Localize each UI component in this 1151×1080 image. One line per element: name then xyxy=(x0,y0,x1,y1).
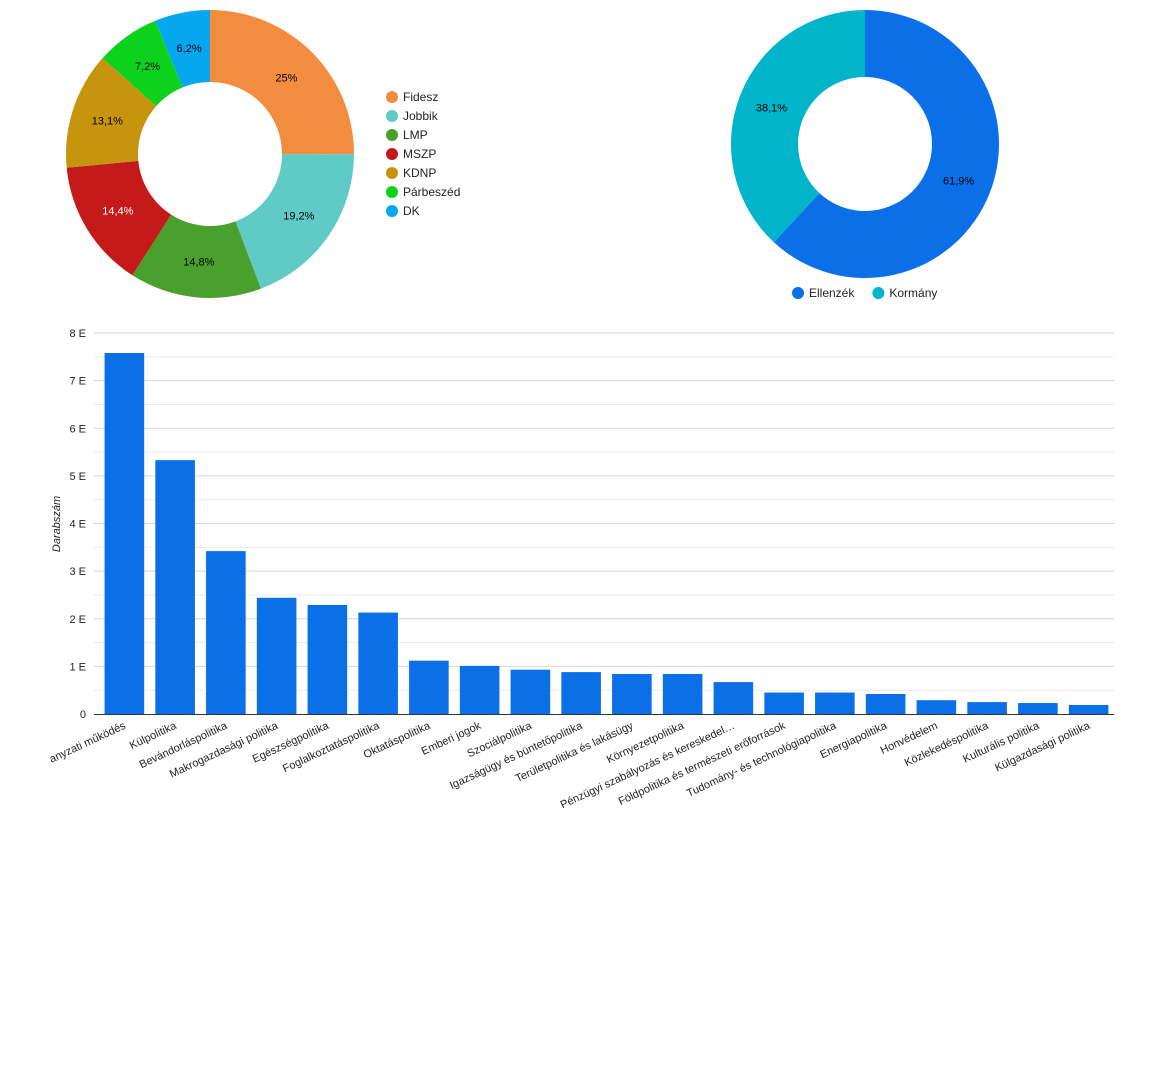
legend-item-parbeszed[interactable]: Párbeszéd xyxy=(386,185,460,199)
bar-anyzati-mukodes[interactable] xyxy=(104,353,145,714)
y-tick-label: 6 E xyxy=(69,423,86,435)
legend-label: Fidesz xyxy=(403,90,438,104)
x-tick-label: Közlekedéspolitika xyxy=(903,719,991,769)
slice-label-fidesz: 25% xyxy=(275,73,297,85)
slice-kormany[interactable] xyxy=(730,10,865,243)
slice-label-dk: 6,2% xyxy=(177,43,202,55)
legend-swatch xyxy=(872,287,885,299)
legend-item-mszp[interactable]: MSZP xyxy=(386,147,436,161)
x-tick-label: Külgazdasági politika xyxy=(993,719,1093,774)
bar-oktataspolitika[interactable] xyxy=(409,660,449,714)
legend-swatch xyxy=(386,205,398,217)
legend-item-lmp[interactable]: LMP xyxy=(386,128,428,142)
slice-parbeszed[interactable] xyxy=(102,20,183,107)
legend-item-kdnp[interactable]: KDNP xyxy=(386,166,436,180)
legend-label: DK xyxy=(403,204,420,218)
y-tick-label: 5 E xyxy=(69,471,86,483)
legend-label: Kormány xyxy=(889,286,937,300)
x-tick-label: anyzati működés xyxy=(48,720,128,766)
legend-item-ellenzek[interactable]: Ellenzék xyxy=(792,286,855,300)
y-axis: 0 1 E 2 E 3 E 4 E 5 E 6 E 7 E 8 E xyxy=(69,328,86,721)
legend-label: Párbeszéd xyxy=(403,185,460,199)
slice-label-jobbik: 19,2% xyxy=(283,210,314,222)
y-tick-label: 3 E xyxy=(69,566,86,578)
bar-kornyezetpolitika[interactable] xyxy=(662,673,703,714)
bar-makrogazdasagi-politika[interactable] xyxy=(256,597,297,714)
government-opposition-donut-chart: 61,9% 38,1% xyxy=(730,10,999,278)
legend-label: Ellenzék xyxy=(809,286,855,300)
y-tick-label: 7 E xyxy=(69,376,86,388)
legend-label: Jobbik xyxy=(403,109,439,123)
legend-label: KDNP xyxy=(403,166,436,180)
slice-fidesz[interactable] xyxy=(210,10,354,155)
legend-item-jobbik[interactable]: Jobbik xyxy=(386,109,439,123)
bar-bevandorlaspolitika[interactable] xyxy=(206,551,246,714)
bar-tudomany-es-technologiapolitika[interactable] xyxy=(815,692,855,714)
bar-emberi-jogok[interactable] xyxy=(459,665,500,714)
slice-kdnp[interactable] xyxy=(66,58,157,168)
slice-label-mszp: 14,4% xyxy=(102,205,133,217)
party-donut-chart: 25% 19,2% 14,8% 14,4% 13,1% 7,2% 6,2% xyxy=(66,10,354,298)
slice-dk[interactable] xyxy=(155,10,210,88)
slice-label-kormany: 38,1% xyxy=(756,102,787,114)
bar-energiapolitika[interactable] xyxy=(865,693,906,714)
legend-swatch xyxy=(386,129,398,141)
slice-label-kdnp: 13,1% xyxy=(92,115,123,127)
bar-kozlekedespolitika[interactable] xyxy=(967,702,1007,714)
y-tick-label: 4 E xyxy=(69,519,86,531)
slice-lmp[interactable] xyxy=(132,214,261,298)
legend-item-kormany[interactable]: Kormány xyxy=(872,286,937,300)
legend-item-fidesz[interactable]: Fidesz xyxy=(386,90,438,104)
legend-swatch xyxy=(386,148,398,160)
slice-jobbik[interactable] xyxy=(235,154,354,289)
y-tick-label: 8 E xyxy=(69,328,86,340)
legend-label: MSZP xyxy=(403,147,436,161)
legend-item-dk[interactable]: DK xyxy=(386,204,420,218)
y-tick-label: 0 xyxy=(80,709,86,721)
bar-kulturalis-politika[interactable] xyxy=(1018,703,1058,714)
y-tick-label: 2 E xyxy=(69,614,86,626)
slice-label-lmp: 14,8% xyxy=(183,256,214,268)
y-tick-label: 1 E xyxy=(69,661,86,673)
party-legend: Fidesz Jobbik LMP MSZP KDNP Párbeszéd DK xyxy=(386,90,460,218)
bars xyxy=(104,353,1109,714)
legend-swatch xyxy=(386,110,398,122)
legend-swatch xyxy=(386,91,398,103)
legend-label: LMP xyxy=(403,128,428,142)
bar-foldpolitika-es-termeszeti-eroforrasok[interactable] xyxy=(764,692,804,714)
legend-swatch xyxy=(386,167,398,179)
slice-label-parbeszed: 7,2% xyxy=(135,61,160,73)
bar-teruletpolitika-es-lakasugy[interactable] xyxy=(612,673,652,714)
slice-ellenzek[interactable] xyxy=(773,10,999,278)
gridlines xyxy=(94,332,1114,691)
government-opposition-legend: Ellenzék Kormány xyxy=(792,286,937,300)
bar-szocialpolitika[interactable] xyxy=(510,669,551,714)
legend-swatch xyxy=(386,186,398,198)
bar-igazsagugy-es-buntetopolitika[interactable] xyxy=(561,672,601,714)
bar-kulpolitika[interactable] xyxy=(155,460,195,714)
bar-foglalkoztataspolitika[interactable] xyxy=(358,612,398,714)
slice-mszp[interactable] xyxy=(66,160,172,276)
bar-egeszsegpolitika[interactable] xyxy=(307,604,348,714)
legend-swatch xyxy=(792,287,804,299)
bar-honvedelem[interactable] xyxy=(916,700,957,714)
y-axis-title: Darabszám xyxy=(51,496,63,552)
topic-bar-chart: 0 1 E 2 E 3 E 4 E 5 E 6 E 7 E 8 E Darabszám anyzat… xyxy=(48,328,1114,811)
x-axis: anyzati működés KülpolitikaBevándorláspol… xyxy=(48,719,1093,811)
bar-kulgazdasagi-politika[interactable] xyxy=(1068,704,1109,714)
bar-penzugyi-szabalyozas-es-kereskedel[interactable] xyxy=(713,682,754,714)
slice-label-ellenzek: 61,9% xyxy=(943,176,974,188)
